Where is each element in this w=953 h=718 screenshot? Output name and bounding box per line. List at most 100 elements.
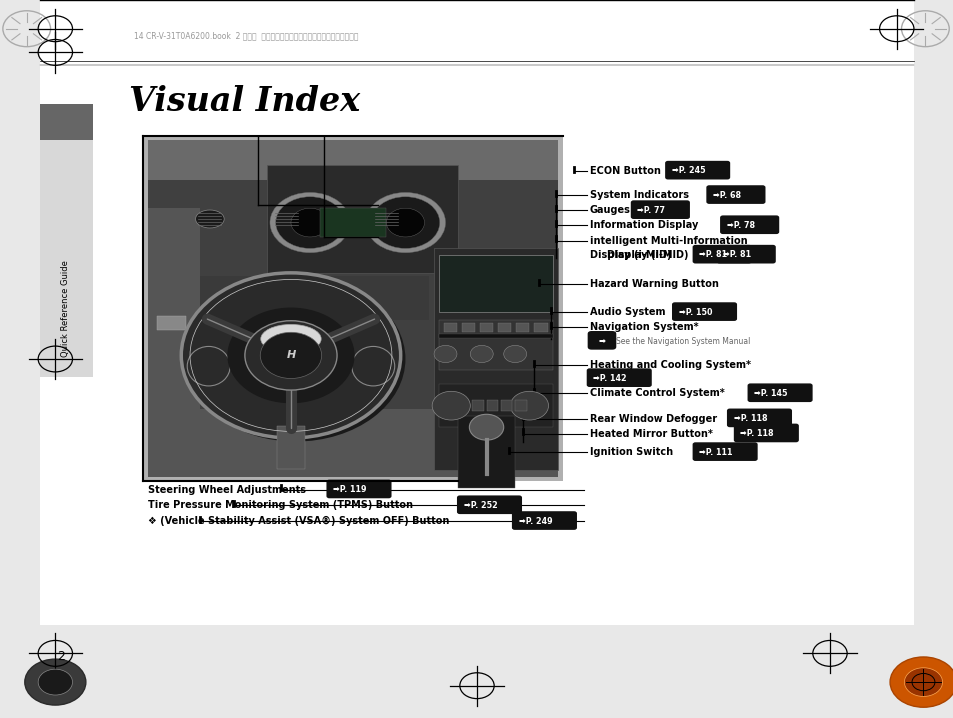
FancyBboxPatch shape [671,302,737,321]
Text: Hazard Warning Button: Hazard Warning Button [589,279,718,289]
Circle shape [245,321,336,390]
Circle shape [365,192,445,253]
Circle shape [903,668,942,696]
Bar [148,409,558,477]
Bar [497,323,511,332]
Bar [148,140,558,180]
Text: Tire Pressure Monitoring System (TPMS) Button: Tire Pressure Monitoring System (TPMS) B… [148,500,413,510]
Text: ➡P. 78: ➡P. 78 [726,221,754,230]
Bar [515,400,526,411]
Text: ➡P. 245: ➡P. 245 [671,167,704,175]
Text: Rear Window Defogger: Rear Window Defogger [589,414,716,424]
FancyBboxPatch shape [587,331,616,350]
Circle shape [432,391,470,420]
Text: ❖ (Vehicle Stability Assist (VSA®) System OFF) Button: ❖ (Vehicle Stability Assist (VSA®) Syste… [148,516,449,526]
Bar [486,400,497,411]
Text: System Indicators: System Indicators [589,190,688,200]
Circle shape [470,345,493,363]
FancyBboxPatch shape [630,200,689,219]
Text: ➡P. 77: ➡P. 77 [637,206,665,215]
Bar [443,323,456,332]
Bar [479,323,493,332]
Text: Visual Index: Visual Index [129,85,359,118]
FancyBboxPatch shape [726,409,791,427]
FancyBboxPatch shape [705,185,764,204]
Bar [40,104,92,377]
Ellipse shape [372,210,400,228]
Text: ➡P. 119: ➡P. 119 [333,485,366,494]
Text: Navigation System*: Navigation System* [589,322,698,332]
Bar [438,334,553,338]
Bar [40,625,913,711]
Bar [534,323,547,332]
Circle shape [434,345,456,363]
Text: ➡P. 68: ➡P. 68 [712,191,740,200]
Bar [434,248,558,470]
Circle shape [503,345,526,363]
Text: ➡P. 118: ➡P. 118 [733,414,766,423]
Text: ➡P. 81: ➡P. 81 [722,251,751,259]
Bar [200,276,429,320]
Circle shape [371,197,439,248]
FancyBboxPatch shape [733,424,798,442]
Bar [319,208,386,237]
Circle shape [386,208,424,237]
Text: Audio System: Audio System [589,307,664,317]
FancyBboxPatch shape [716,245,775,264]
Bar [472,400,483,411]
FancyBboxPatch shape [720,215,779,234]
Text: ➡P. 142: ➡P. 142 [593,374,626,383]
Text: Climate Control System*: Climate Control System* [589,388,723,398]
Circle shape [186,276,405,442]
Bar [143,136,562,481]
Text: Display (i-MID): Display (i-MID) [606,250,687,260]
FancyBboxPatch shape [747,383,812,402]
Circle shape [260,332,321,378]
Text: ➡P. 150: ➡P. 150 [678,308,712,317]
Bar [276,426,305,469]
Ellipse shape [260,325,321,353]
Circle shape [38,669,72,695]
Bar [516,323,529,332]
Text: ➡P. 118: ➡P. 118 [740,429,773,438]
Text: Information Display: Information Display [589,220,698,230]
Text: ➡P. 145: ➡P. 145 [754,389,787,398]
Text: Quick Reference Guide: Quick Reference Guide [61,261,71,357]
Text: Display (i-MID): Display (i-MID) [589,250,670,260]
FancyBboxPatch shape [326,480,391,498]
Bar [148,140,558,477]
Text: ➡: ➡ [598,337,605,345]
Text: ECON Button: ECON Button [589,166,659,176]
FancyBboxPatch shape [664,161,729,180]
Text: 2: 2 [57,651,65,663]
Bar [461,323,475,332]
Circle shape [275,197,344,248]
Text: ➡P. 111: ➡P. 111 [699,448,732,457]
Ellipse shape [272,210,300,228]
Circle shape [889,657,953,707]
Text: See the Navigation System Manual: See the Navigation System Manual [616,337,750,345]
Text: ➡P. 81: ➡P. 81 [699,251,726,259]
Ellipse shape [352,347,395,386]
Ellipse shape [187,347,230,386]
Bar [438,255,553,312]
Bar [40,140,92,377]
FancyBboxPatch shape [692,442,757,461]
Bar [457,416,515,488]
Text: Heating and Cooling System*: Heating and Cooling System* [589,360,750,370]
Circle shape [510,391,548,420]
Circle shape [181,273,400,438]
Circle shape [291,208,329,237]
Bar [438,320,553,370]
FancyBboxPatch shape [586,368,651,387]
Bar [500,400,512,411]
Text: Gauges: Gauges [589,205,630,215]
Bar [40,104,92,140]
Bar [267,165,457,273]
Circle shape [227,307,355,404]
Text: Steering Wheel Adjustments: Steering Wheel Adjustments [148,485,306,495]
Text: Ignition Switch: Ignition Switch [589,447,672,457]
Text: ➡P. 252: ➡P. 252 [463,501,497,510]
Text: intelligent Multi-Information: intelligent Multi-Information [589,236,746,246]
Text: H: H [286,350,295,360]
